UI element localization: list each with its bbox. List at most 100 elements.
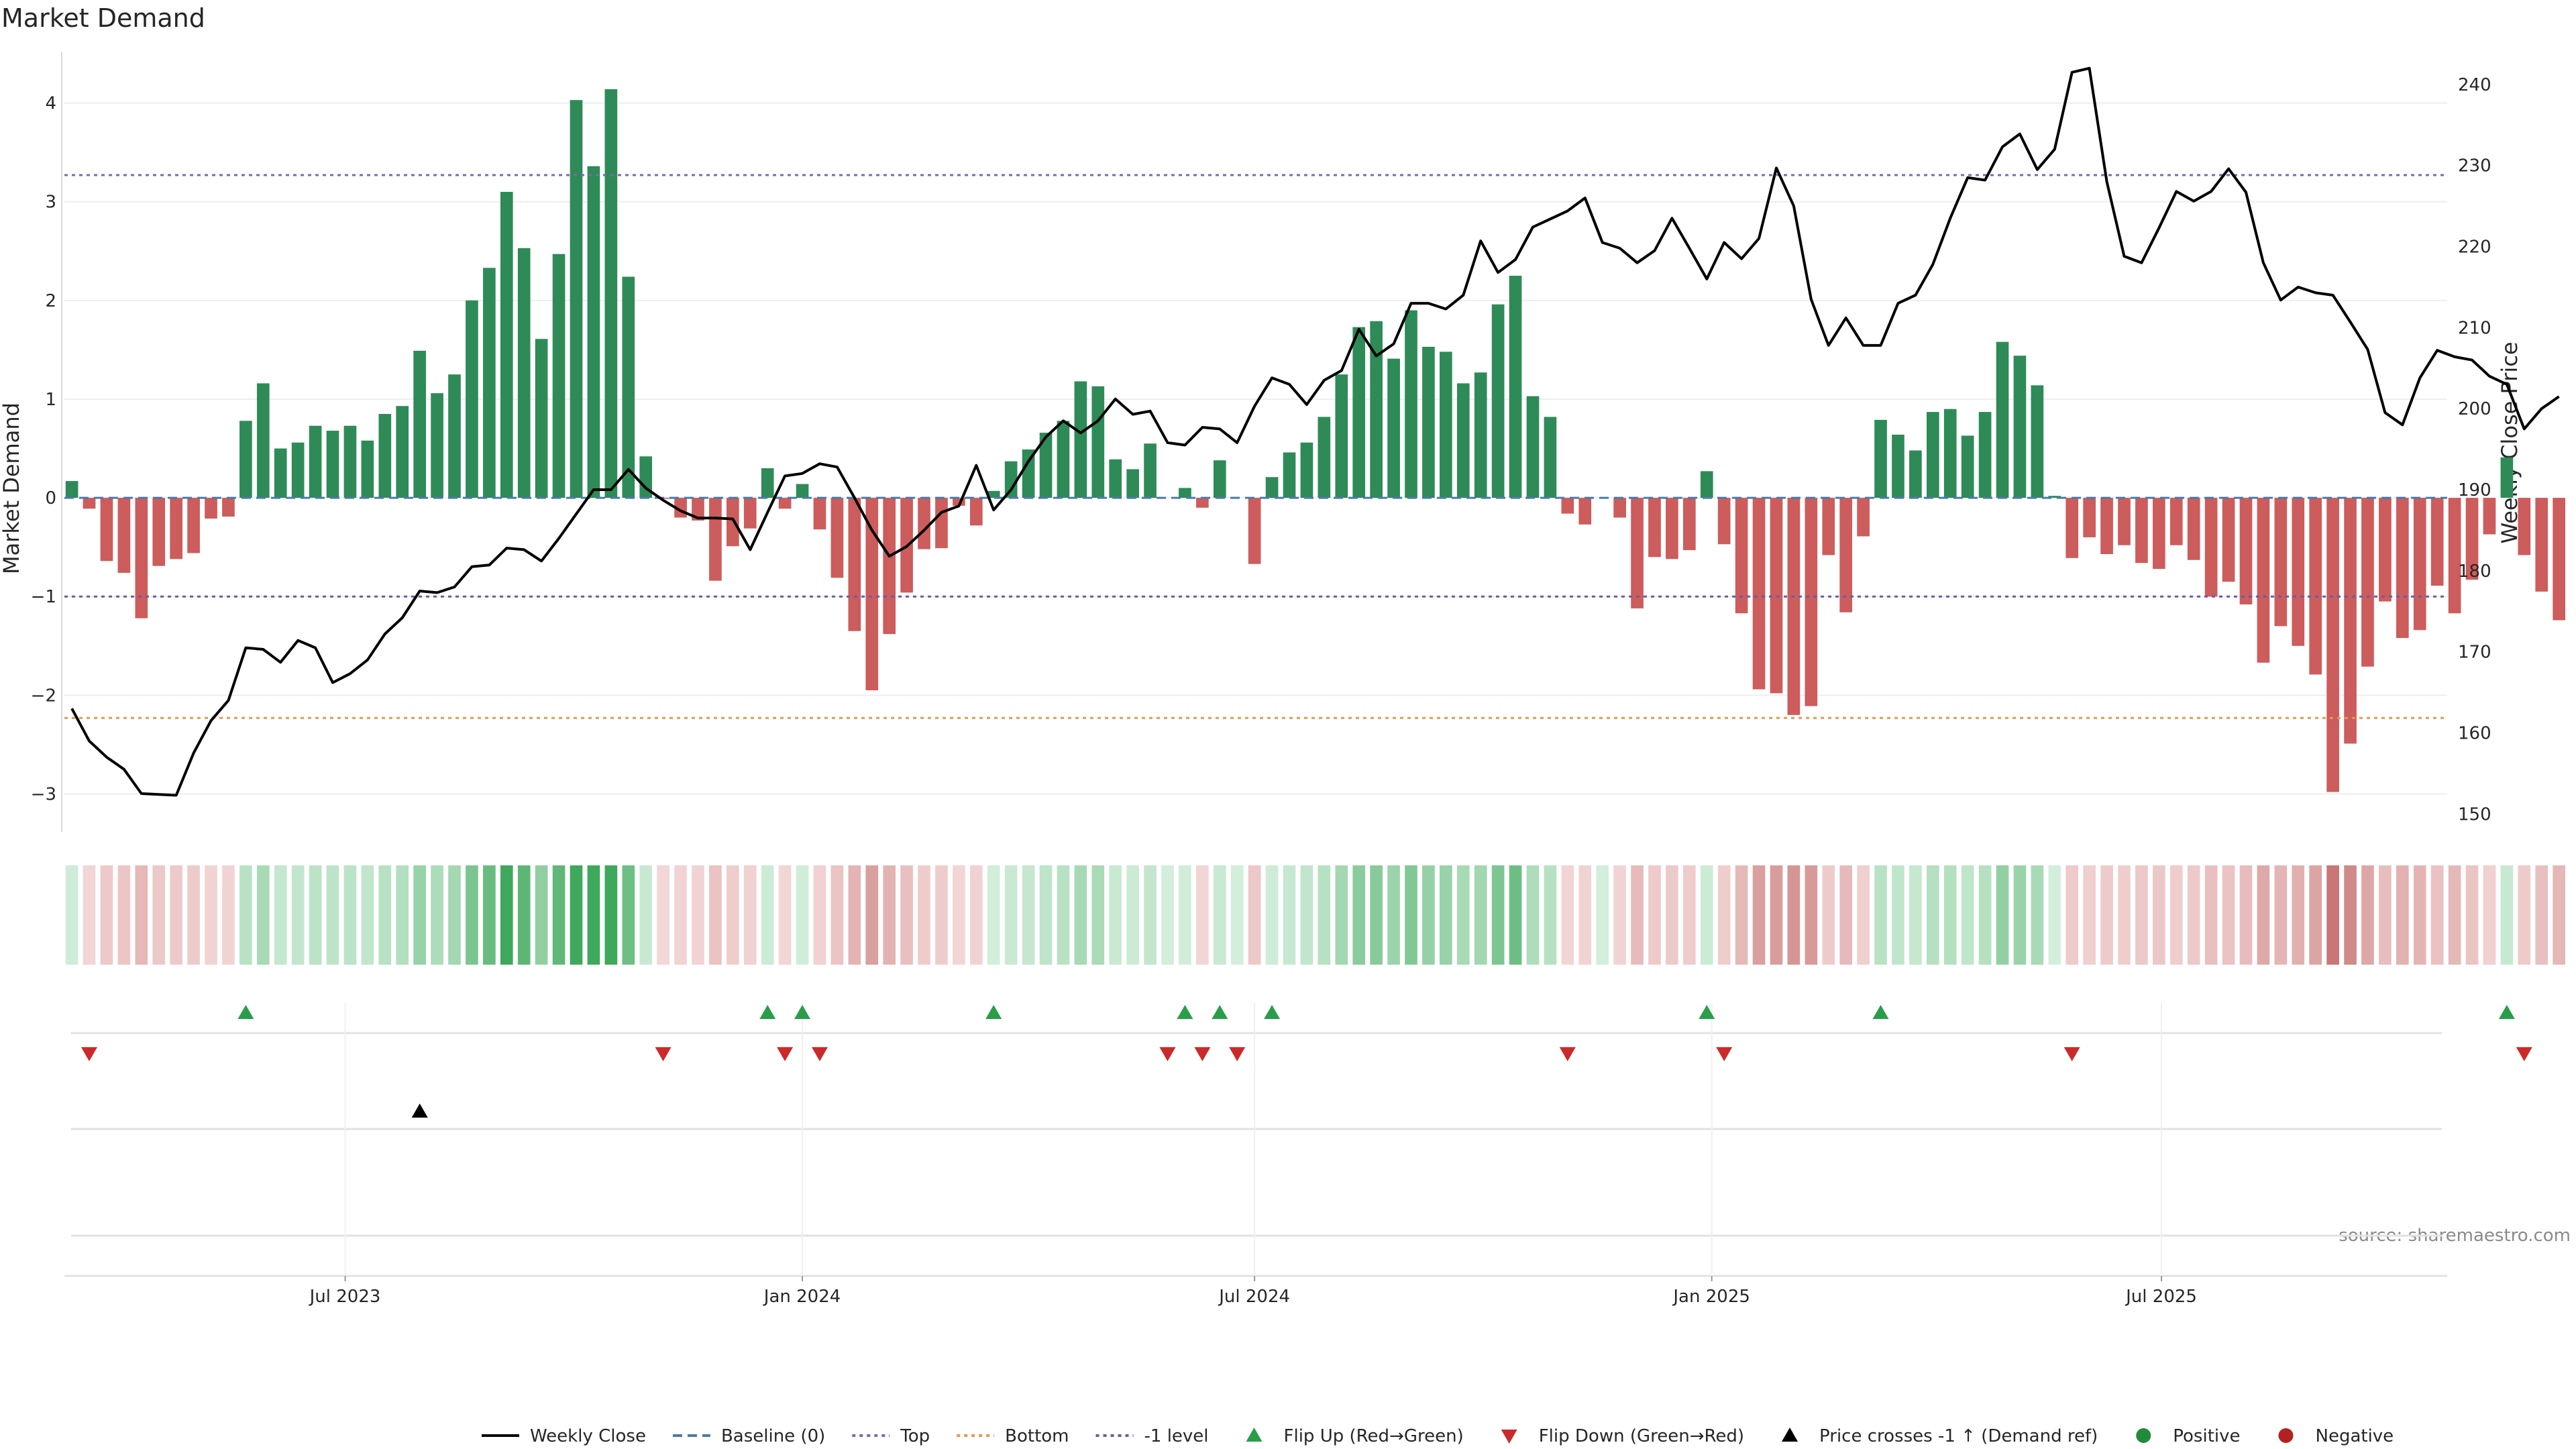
demand-bar (1039, 432, 1053, 498)
demand-bar (1126, 469, 1139, 498)
flip-up-marker (794, 1005, 810, 1019)
heat-cell (205, 865, 217, 965)
demand-bar (813, 498, 826, 530)
legend-label: Price crosses -1 ↑ (Demand ref) (1819, 1426, 2098, 1446)
heat-cell (378, 865, 392, 965)
flip-down-marker (1229, 1047, 1246, 1061)
demand-bar (2204, 498, 2218, 597)
chart-title: Market Demand (1, 3, 205, 33)
y2-tick-label: 210 (2458, 318, 2491, 338)
demand-bar (309, 425, 322, 498)
heat-cell (2292, 865, 2305, 965)
demand-bar (2483, 498, 2496, 535)
heat-cell (1613, 865, 1626, 965)
legend-swatch (2136, 1428, 2151, 1443)
weekly-close-line (70, 66, 2560, 797)
x-tick-label: Jul 2023 (309, 1287, 381, 1307)
legend-label: -1 level (1144, 1426, 1209, 1446)
demand-bar (1544, 417, 1557, 498)
demand-bar (483, 268, 496, 498)
heat-cell (1926, 865, 1939, 965)
demand-bar (1109, 459, 1122, 498)
heat-cell (813, 865, 826, 965)
heat-cell (291, 865, 305, 965)
demand-bar (622, 276, 635, 498)
heat-cell (796, 865, 809, 965)
heat-cell (2518, 865, 2531, 965)
demand-bar (830, 498, 844, 578)
demand-bar (1091, 386, 1105, 498)
heat-cell (117, 865, 131, 965)
heat-cell (170, 865, 183, 965)
demand-bar (1717, 498, 1731, 545)
demand-bar (1405, 310, 1417, 498)
heat-cell (1909, 865, 1922, 965)
demand-bar (761, 468, 774, 498)
demand-bar (883, 498, 896, 635)
y-tick-label: −3 (31, 785, 56, 805)
legend-item: Flip Down (Green→Red) (1501, 1426, 1744, 1446)
demand-bar (743, 498, 757, 529)
demand-bar (1822, 498, 1835, 555)
heat-cell (135, 865, 148, 965)
heat-cell (1144, 865, 1157, 965)
heat-cell (1648, 865, 1661, 965)
heat-cell (1370, 865, 1383, 965)
heat-cell (1474, 865, 1487, 965)
legend-swatch (1246, 1428, 1263, 1442)
flip-down-marker (777, 1047, 794, 1061)
heat-cell (2500, 865, 2514, 965)
heat-cell (1578, 865, 1592, 965)
demand-bar (1752, 498, 1766, 690)
heat-cell (309, 865, 322, 965)
demand-bar (1909, 450, 1922, 498)
heat-cell (1996, 865, 2009, 965)
heat-cell (100, 865, 113, 965)
heat-cell (1509, 865, 1522, 965)
demand-bar (187, 498, 200, 553)
heat-cell (570, 865, 583, 965)
legend-label: Flip Down (Green→Red) (1539, 1426, 1744, 1446)
demand-bar (987, 490, 1000, 498)
demand-bar (1996, 341, 2009, 498)
heat-cell (2204, 865, 2218, 965)
heat-cell (1022, 865, 1035, 965)
y2-tick-label: 200 (2458, 399, 2491, 419)
heat-cell (2379, 865, 2392, 965)
demand-bars (65, 89, 2566, 792)
heat-cell (2448, 865, 2461, 965)
legend-item: Price crosses -1 ↑ (Demand ref) (1782, 1426, 2098, 1446)
flip-down-marker (81, 1047, 97, 1061)
demand-bar (1735, 498, 1748, 614)
y2-tick-label: 150 (2458, 804, 2491, 824)
heat-cell (1109, 865, 1122, 965)
demand-bar (256, 383, 270, 498)
y-tick-label: 4 (45, 94, 56, 114)
heat-cell (1091, 865, 1105, 965)
demand-bar (500, 191, 513, 498)
heat-cell (1596, 865, 1609, 965)
demand-bar (2292, 498, 2305, 646)
demand-bar (1179, 488, 1191, 498)
demand-bar (2518, 498, 2531, 555)
demand-bar (1787, 498, 1801, 715)
x-axis: Jul 2023 Jan 2024 Jul 2024 Jan 2025 Jul 2025 (309, 1276, 2197, 1307)
demand-bar (396, 406, 409, 498)
heat-cell (256, 865, 270, 965)
heat-cell (1682, 865, 1696, 965)
heat-cell (1318, 865, 1331, 965)
demand-bar (587, 166, 600, 498)
demand-bar (2413, 498, 2426, 631)
heat-cell (2396, 865, 2409, 965)
heat-cell (2222, 865, 2235, 965)
demand-bar (117, 498, 131, 573)
heat-cell (2553, 865, 2566, 965)
y2-tick-label: 160 (2458, 723, 2491, 743)
demand-bar (692, 498, 704, 521)
flip-down-marker (2063, 1047, 2080, 1061)
heat-cell (1752, 865, 1766, 965)
heat-cell (1405, 865, 1417, 965)
heat-cell (1126, 865, 1139, 965)
heat-cell (2118, 865, 2131, 965)
